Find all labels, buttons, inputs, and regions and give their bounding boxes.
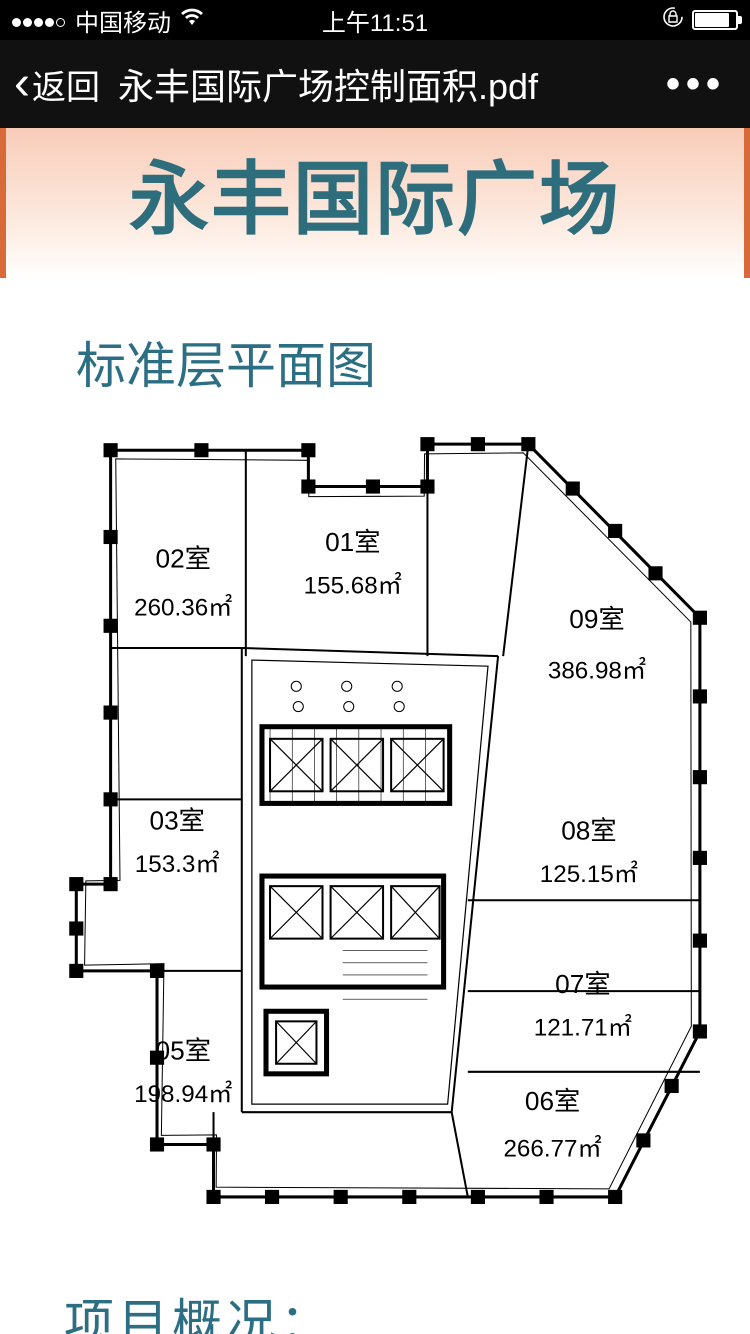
room-03-area: 153.3㎡ [135,851,220,878]
more-button[interactable]: ••• [666,62,726,107]
room-02-name: 02室 [156,543,211,573]
room-09-name: 09室 [569,604,624,634]
document-viewport[interactable]: 永丰国际广场 标准层平面图 01室 155.68㎡ 02室 260.36㎡ 03室 153… [0,128,750,1334]
room-08-area: 125.15㎡ [540,861,638,888]
banner-title: 永丰国际广场 [129,135,621,251]
back-label: 返回 [32,60,100,109]
room-08-name: 08室 [561,816,616,846]
battery-icon [692,10,738,30]
nav-title: 永丰国际广场控制面积.pdf [118,58,538,110]
status-right [662,6,738,34]
section-title: 标准层平面图 [76,326,750,398]
room-01-area: 155.68㎡ [304,573,402,600]
room-09-area: 386.98㎡ [548,657,646,684]
room-06-area: 266.77㎡ [503,1136,601,1163]
floorplan-diagram: 01室 155.68㎡ 02室 260.36㎡ 03室 153.3㎡ 05室 198.94㎡ 0… [44,426,710,1253]
nav-bar: ‹ 返回 永丰国际广场控制面积.pdf ••• [0,40,750,128]
overview-title: 项目概况： [64,1283,750,1334]
room-01-name: 01室 [325,527,380,557]
wifi-icon [179,6,205,34]
signal-dots [12,6,67,34]
chevron-left-icon: ‹ [14,60,30,108]
floorplan-container: 01室 155.68㎡ 02室 260.36㎡ 03室 153.3㎡ 05室 198.94㎡ 0… [0,426,750,1253]
room-07-area: 121.71㎡ [534,1014,632,1041]
back-button[interactable]: ‹ 返回 [14,60,100,109]
room-03-name: 03室 [150,806,205,836]
room-06-name: 06室 [525,1086,580,1116]
room-05-name: 05室 [156,1036,211,1066]
carrier-label: 中国移动 [75,3,171,38]
orientation-lock-icon [662,6,684,34]
room-07-name: 07室 [555,969,610,999]
room-02-area: 260.36㎡ [134,595,232,622]
room-05-area: 198.94㎡ [134,1081,232,1108]
doc-banner: 永丰国际广场 [0,128,750,278]
status-left: 中国移动 [12,3,205,38]
status-bar: 中国移动 上午11:51 [0,0,750,40]
